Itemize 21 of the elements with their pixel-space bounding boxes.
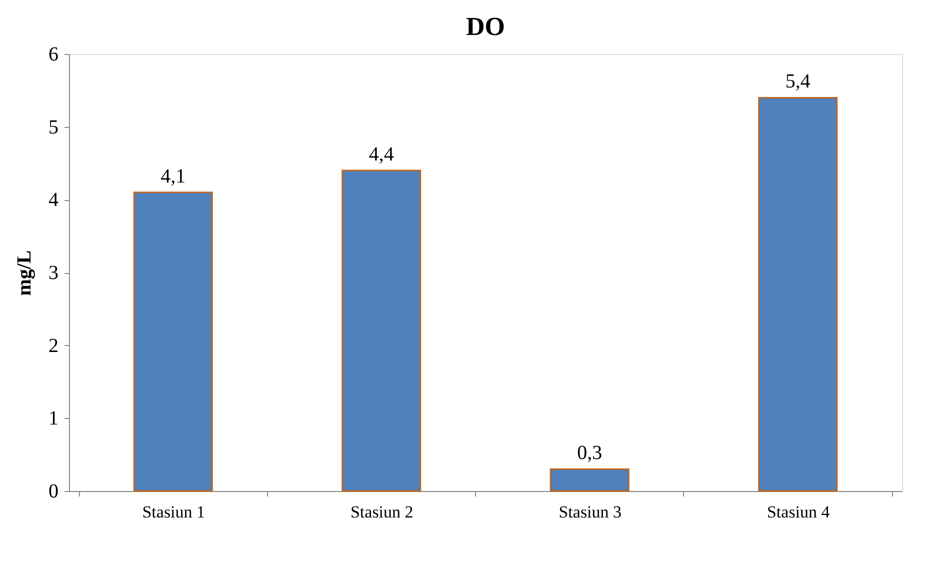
chart-title: DO: [466, 12, 505, 41]
y-tick-label: 6: [48, 44, 58, 66]
data-label: 4,1: [160, 165, 186, 188]
data-label: 0,3: [577, 442, 602, 464]
data-label: 5,4: [785, 70, 810, 93]
data-label: 4,4: [368, 144, 394, 166]
y-tick-label: 5: [48, 116, 58, 138]
y-tick-label: 4: [48, 189, 58, 212]
bar: [342, 170, 422, 492]
y-tick-label: 0: [48, 480, 58, 502]
bar: [758, 96, 838, 492]
x-tick-label: Stasiun 4: [766, 502, 830, 522]
y-axis-title: mg/L: [14, 250, 36, 296]
x-tick-label: Stasiun 1: [142, 502, 206, 522]
y-tick-label: 1: [48, 408, 58, 430]
bar: [133, 192, 213, 492]
x-tick-label: Stasiun 3: [558, 502, 622, 522]
x-tick-label: Stasiun 2: [350, 502, 414, 522]
y-tick-label: 2: [48, 334, 58, 357]
bar: [550, 468, 630, 492]
y-tick-label: 3: [48, 262, 58, 284]
